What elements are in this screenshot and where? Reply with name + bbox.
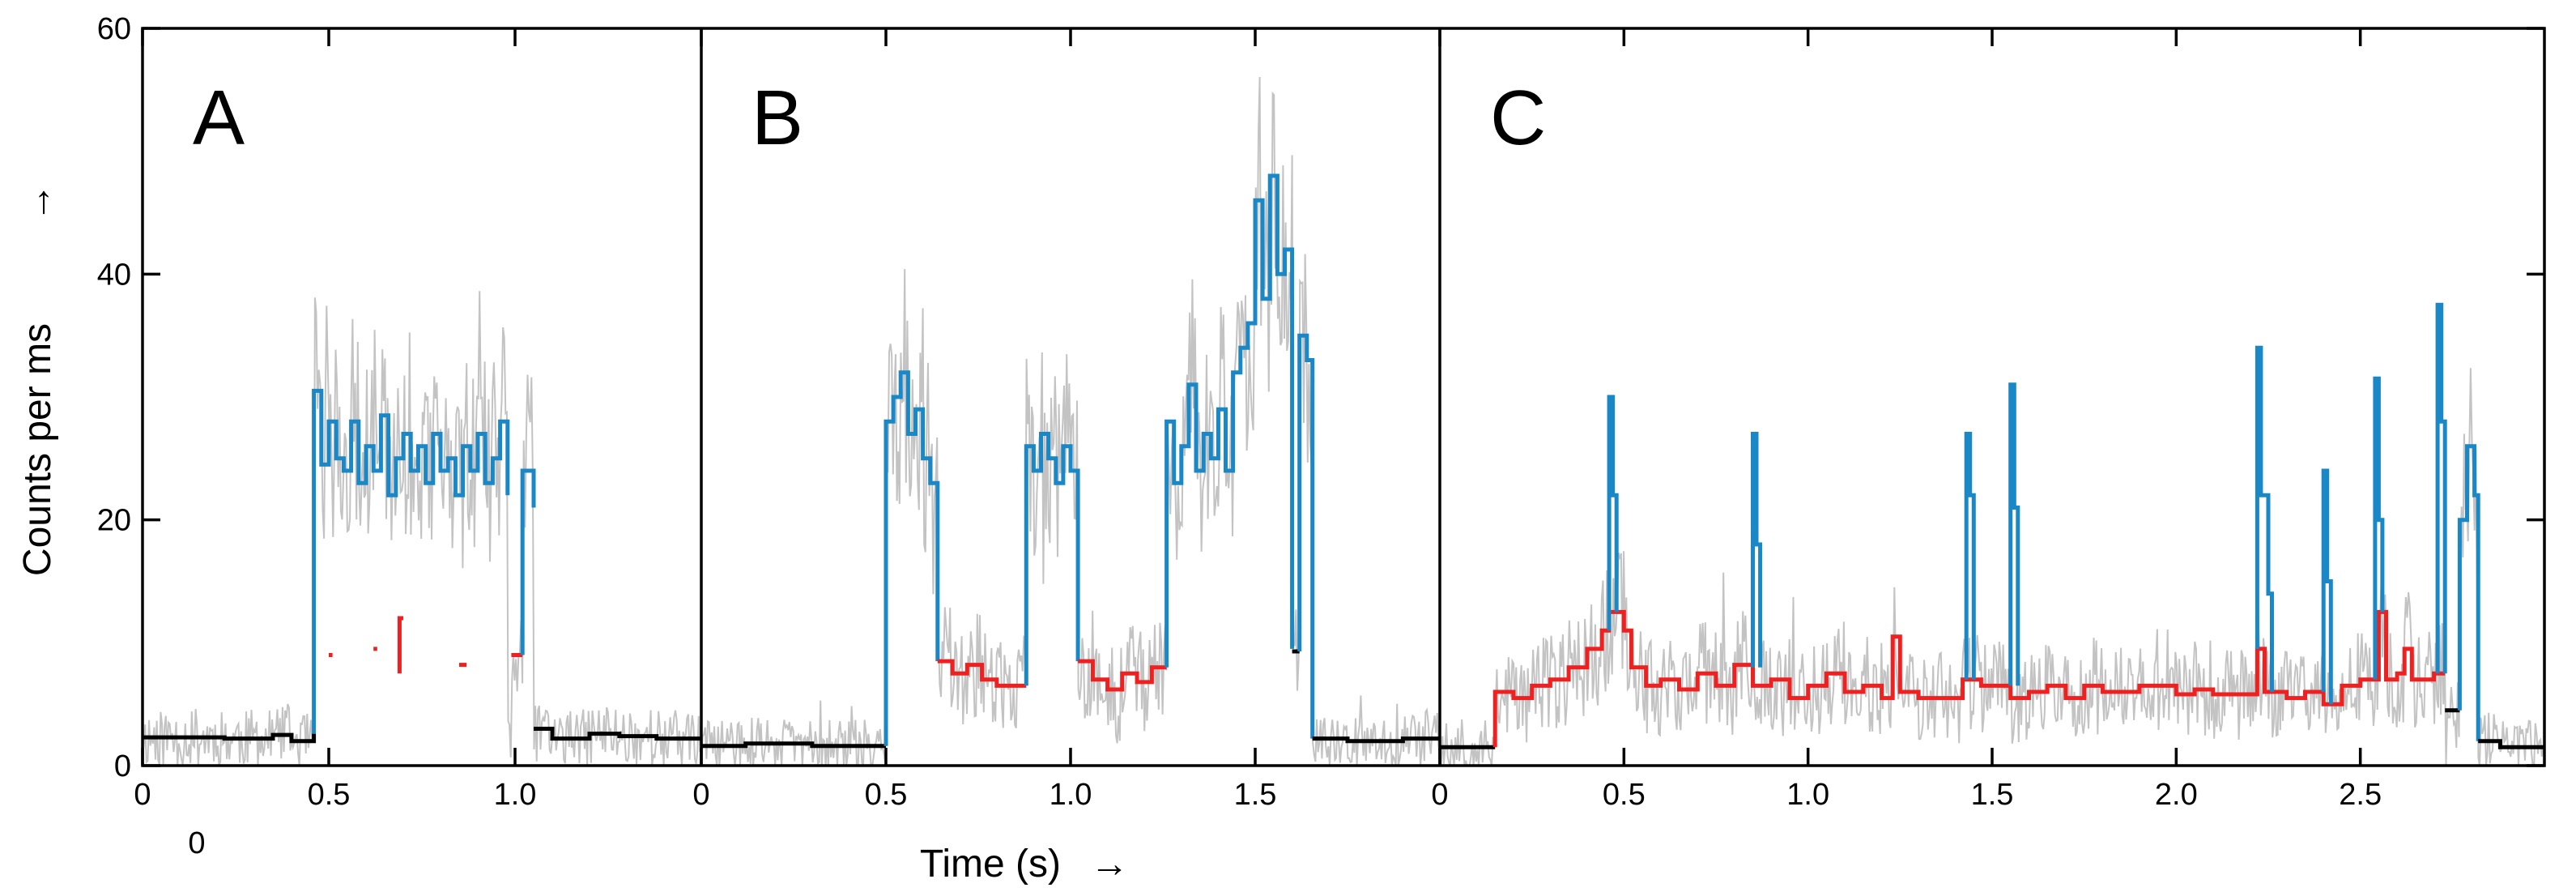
panel-c: 0 0.5 1.0 1.5 2.0 2.5 C bbox=[1431, 28, 2545, 812]
panel-a: 0 0.5 1.0 A bbox=[134, 28, 702, 812]
state-line-low-b-8 bbox=[1312, 736, 1440, 744]
state-line-high-b-1 bbox=[884, 370, 940, 746]
x-tick-label: 1.0 bbox=[494, 778, 537, 812]
x-tick-label: 0.5 bbox=[865, 778, 908, 812]
x-tick-label: 1.5 bbox=[1234, 778, 1277, 812]
state-line-mid-b-4 bbox=[1078, 659, 1167, 692]
state-line-high-b-3 bbox=[1024, 432, 1080, 686]
x-tick-label: 2.5 bbox=[2339, 778, 2382, 812]
panel-label-b: B bbox=[752, 75, 803, 161]
state-line-low-b-0 bbox=[701, 741, 886, 749]
raw-trace-a bbox=[142, 291, 702, 766]
x-axis-title: Time (s) bbox=[920, 843, 1061, 886]
state-line-low-a-8 bbox=[534, 727, 701, 741]
state-line-high-c-11 bbox=[2457, 444, 2480, 741]
panel-label-a: A bbox=[193, 75, 245, 161]
state-line-high-c-4 bbox=[1964, 432, 1976, 680]
state-line-high-c-6 bbox=[2255, 345, 2274, 692]
state-line-high-c-5 bbox=[2008, 382, 2020, 686]
state-line-high-c-8 bbox=[2373, 376, 2385, 680]
panel-b: 0 0.5 1.0 1.5 B bbox=[692, 28, 1441, 812]
state-line-high-c-2 bbox=[1607, 395, 1619, 631]
state-line-high-a-7 bbox=[520, 468, 536, 655]
x-tick-label: 0.5 bbox=[1603, 778, 1646, 812]
state-line-mid-c-1 bbox=[1492, 609, 2446, 748]
y-axis-title-group: Counts per ms → bbox=[16, 183, 59, 576]
state-line-low-a-0 bbox=[143, 732, 317, 744]
x-tick-label: 0 bbox=[692, 778, 709, 812]
raw-trace-c bbox=[1439, 368, 2545, 766]
x-tick-label: 1.0 bbox=[1786, 778, 1829, 812]
y-tick-label: 60 bbox=[97, 12, 131, 46]
raw-trace-b bbox=[700, 76, 1441, 766]
plot-area: 0 0.5 1.0 A 0 0.5 1.0 1.5 B 0 0.5 1.0 1.5 2.0 2.5 C 0 20 4… bbox=[97, 12, 2546, 812]
state-line-high-c-7 bbox=[2321, 468, 2333, 705]
state-line-low-c-12 bbox=[2478, 739, 2544, 749]
state-line-high-b-7 bbox=[1297, 333, 1315, 739]
state-line-high-c-3 bbox=[1751, 432, 1763, 668]
state-line-high-c-9 bbox=[2435, 302, 2447, 674]
panel-label-c: C bbox=[1490, 75, 1546, 161]
state-line-mid-a-4 bbox=[397, 616, 403, 674]
y-tick-label: 40 bbox=[97, 258, 131, 292]
state-line-mid-b-2 bbox=[937, 659, 1027, 688]
stray-zero-label: 0 bbox=[188, 826, 205, 860]
y-axis-title: Counts per ms bbox=[16, 323, 59, 576]
x-tick-label: 1.0 bbox=[1050, 778, 1092, 812]
x-tick-label: 0 bbox=[1431, 778, 1448, 812]
plot-frame bbox=[141, 27, 2546, 767]
x-tick-label: 2.0 bbox=[2155, 778, 2198, 812]
x-tick-label: 1.5 bbox=[1971, 778, 2014, 812]
x-axis-arrow: → bbox=[1090, 843, 1129, 886]
x-tick-label: 0 bbox=[134, 778, 151, 812]
x-tick-label: 0.5 bbox=[308, 778, 351, 812]
y-tick-label: 0 bbox=[114, 749, 131, 783]
state-line-high-a-1 bbox=[312, 388, 510, 734]
state-line-high-b-5 bbox=[1165, 173, 1295, 668]
y-tick-label: 20 bbox=[97, 504, 131, 538]
y-axis-arrow: → bbox=[16, 183, 59, 222]
